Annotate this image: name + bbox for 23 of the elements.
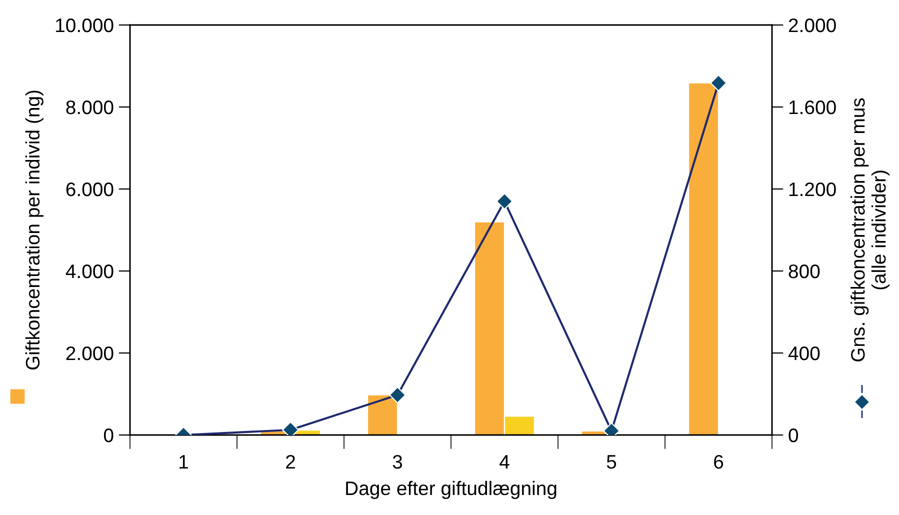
y-tick-label: 8.000 bbox=[66, 100, 114, 114]
y-tick-label: 2.000 bbox=[66, 346, 114, 360]
y-tick-label: 4.000 bbox=[66, 264, 114, 278]
x-tick-label: 6 bbox=[714, 454, 724, 469]
y-axis-title: Giftkoncentration per individ (ng) bbox=[25, 90, 44, 370]
x-tick-label: 5 bbox=[606, 455, 616, 469]
x-axis-title: Dage efter giftudlægning bbox=[346, 480, 556, 500]
x-tick-label: 4 bbox=[500, 455, 510, 469]
x-tick-label: 2 bbox=[286, 454, 295, 469]
point bbox=[710, 74, 727, 92]
y2-tick-label: 2.000 bbox=[788, 18, 836, 32]
y2-tick-label: 1.200 bbox=[789, 182, 836, 196]
y-tick-label: 10.000 bbox=[56, 18, 114, 32]
y-tick-label: 0 bbox=[104, 428, 114, 442]
y2-tick-label: 0 bbox=[788, 428, 798, 442]
y-tick-label: 6.000 bbox=[66, 182, 114, 196]
y2-tick-label: 400 bbox=[788, 346, 820, 360]
y2-axis-title: Gns. giftkoncentration per mus (alle individer) bbox=[850, 98, 890, 362]
point bbox=[496, 192, 513, 210]
y2-tick-label: 800 bbox=[788, 264, 820, 278]
y2-tick-label: 1.600 bbox=[789, 100, 836, 114]
x-tick-label: 1 bbox=[180, 455, 188, 469]
x-tick-label: 3 bbox=[392, 454, 402, 469]
